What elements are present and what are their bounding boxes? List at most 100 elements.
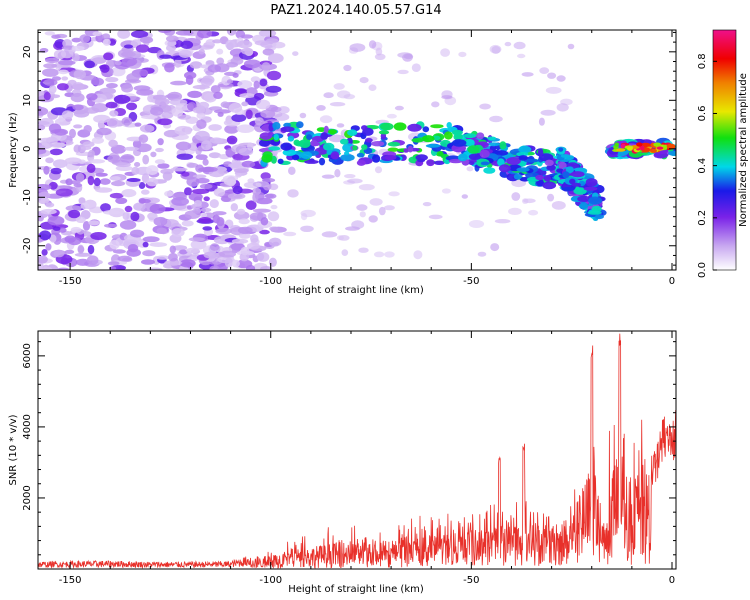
spectrogram-cell [573, 187, 587, 195]
spectrogram-cell [58, 60, 76, 66]
spectrogram-cell [134, 143, 152, 153]
spectrogram-cell [253, 92, 265, 100]
spectrogram-cell [109, 266, 117, 270]
spectrogram-cell [115, 197, 128, 204]
spectrogram-cell [178, 49, 192, 59]
spectrogram-cell [142, 154, 150, 165]
spectrogram-cell [121, 84, 134, 93]
spectrogram-cell [252, 192, 259, 203]
spectrogram-cell [238, 218, 250, 225]
spectrogram-cell [86, 163, 96, 173]
spectrogram-cell [208, 124, 222, 131]
spectrogram-cell [239, 232, 251, 239]
spectrogram-cell [328, 129, 337, 135]
spectrogram-cell [43, 91, 51, 101]
spectrogram-cell [180, 40, 194, 49]
spectrogram-cell [310, 140, 318, 147]
spectrogram-cell [266, 38, 279, 43]
spectrogram-cell [384, 154, 397, 161]
spectrogram-cell [123, 44, 134, 49]
spectrogram-cell [53, 142, 67, 148]
spectrogram-cell [224, 124, 239, 134]
spectrogram-cell [165, 94, 180, 99]
spectrogram-cell [44, 31, 55, 36]
spectrogram-cell [513, 173, 522, 180]
spectrogram-cell [365, 138, 373, 143]
spectrogram-cell [93, 114, 111, 124]
spectrogram-cell [422, 126, 430, 133]
spectrogram-cell [227, 193, 246, 200]
spectrogram-cell [261, 62, 271, 71]
spectrogram-cell [224, 257, 234, 268]
spectrogram-cell [374, 53, 386, 60]
spectrogram-cell [218, 250, 236, 258]
spectrogram-cell [259, 229, 270, 235]
spectrogram-cell [260, 217, 269, 226]
spectrogram-cell [42, 68, 59, 77]
spectrogram-cell [241, 47, 254, 55]
spectrogram-cell [269, 226, 279, 231]
spectrogram-cell [188, 237, 205, 242]
spectrogram-cell [122, 212, 130, 221]
spectrogram-cell [378, 206, 386, 216]
spectrogram-cell [196, 112, 206, 119]
spectrogram-cell [93, 177, 101, 187]
spectrogram-cell [556, 168, 564, 173]
spectrogram-cell [138, 182, 146, 189]
spectrogram-frame [37, 29, 677, 271]
spectrogram-cell [134, 58, 149, 63]
spectrogram-cell [425, 144, 441, 148]
spectrogram-cell [246, 242, 260, 250]
spectrogram-cell [441, 95, 453, 100]
spectrogram-cell [319, 115, 333, 124]
spectrogram-cell [326, 149, 333, 155]
spectrogram-cell [195, 177, 210, 184]
spectrogram-cell [235, 173, 242, 178]
spectrogram-cell [40, 208, 57, 215]
spectrogram-cell [51, 34, 61, 39]
spectrogram-cell [403, 148, 409, 153]
colorbar-gradient [712, 29, 737, 271]
spectrogram-cell [441, 188, 451, 194]
spectrogram-cell [407, 123, 422, 132]
spectrogram-cell [90, 232, 107, 240]
spectrogram-cell [172, 245, 188, 251]
spectrogram-cell [347, 178, 363, 184]
spectrogram-cell [614, 142, 619, 147]
spectrogram-cell [113, 94, 131, 104]
spectrogram-cell [588, 196, 603, 205]
spectrogram-cell [74, 252, 92, 257]
spectrogram-cell [336, 123, 345, 128]
spectrogram-cell [236, 40, 253, 49]
spectrogram-cell [259, 139, 271, 147]
spectrogram-cell [259, 78, 268, 87]
spectrogram-cell [169, 245, 176, 254]
spectrogram-cell [627, 146, 633, 151]
spectrogram-cell [508, 207, 522, 215]
spectrogram-cell [135, 44, 150, 53]
y-tick-label: 20 [22, 45, 33, 58]
spectrogram-cell [255, 99, 271, 110]
spectrogram-cell [236, 124, 255, 133]
spectrogram-cell [304, 159, 319, 164]
spectrogram-cell [237, 80, 253, 89]
spectrogram-cell [38, 106, 49, 116]
spectrogram-cell [88, 159, 106, 164]
x-tick-label: -100 [259, 276, 282, 287]
spectrogram-cell [192, 106, 206, 114]
spectrogram-cell [123, 146, 140, 151]
spectrogram-cell [267, 53, 284, 64]
spectrogram-cell [240, 34, 253, 39]
spectrogram-cell [185, 247, 200, 254]
spectrogram-cell [528, 209, 539, 216]
spectrogram-cell [157, 163, 170, 169]
snr-frame [37, 330, 677, 570]
spectrogram-cell [38, 137, 56, 143]
spectrogram-cell [428, 214, 443, 220]
spectrogram-cell [146, 177, 159, 187]
spectrogram-cell [228, 102, 243, 113]
spectrogram-cell [343, 64, 352, 72]
spectrogram-cell [361, 144, 368, 150]
spectrogram-cell [53, 249, 65, 258]
